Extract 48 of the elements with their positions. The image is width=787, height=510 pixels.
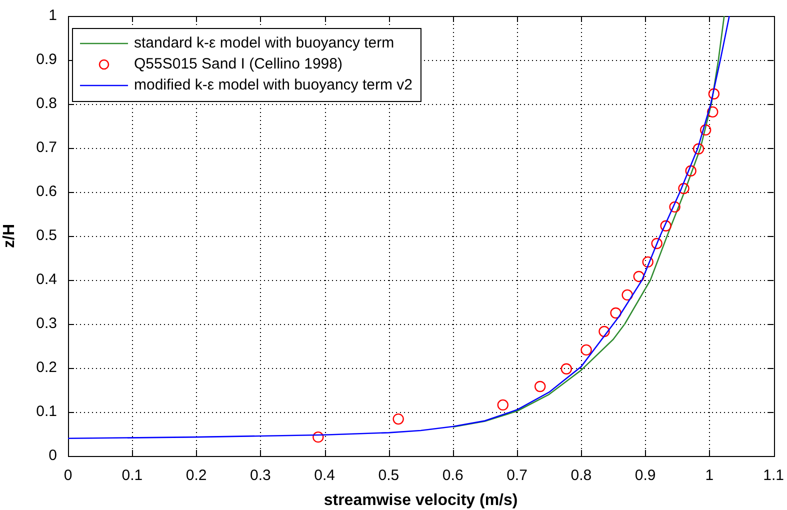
y-axis-title: z/H (1, 224, 18, 248)
point (497, 399, 508, 411)
x-tick-label: 0.1 (122, 467, 143, 484)
point (580, 344, 592, 356)
point (560, 363, 572, 374)
point (534, 380, 546, 392)
x-tick-label: 0.8 (570, 467, 592, 484)
y-tick-label: 0.8 (36, 95, 57, 112)
point (669, 201, 680, 213)
x-tick-label: 0.5 (378, 467, 400, 484)
x-tick-label: 0 (64, 467, 72, 484)
x-tick-label: 0.3 (250, 467, 271, 484)
y-tick-label: 0.4 (36, 271, 57, 288)
legend-label: standard k-ε model with buoyancy term (134, 34, 394, 52)
y-tick-label: 0.5 (36, 227, 57, 244)
x-tick-label: 0.4 (314, 467, 335, 484)
point (685, 165, 696, 176)
point (622, 289, 633, 301)
y-tick-label: 0.9 (36, 51, 57, 68)
x-tick-label: 1.1 (763, 467, 784, 484)
x-tick-label: 0.6 (442, 467, 464, 484)
x-tick-label: 1 (705, 467, 714, 484)
legend-label: modified k-ε model with buoyancy term v2 (134, 76, 412, 94)
y-tick-label: 1 (48, 7, 57, 24)
point (392, 413, 404, 425)
point (633, 270, 644, 282)
y-tick-label: 0 (48, 447, 57, 464)
point (660, 220, 672, 232)
point (312, 431, 324, 443)
point (692, 143, 704, 154)
point (707, 106, 718, 118)
x-axis-title: streamwise velocity (m/s) (324, 492, 518, 509)
y-tick-label: 0.2 (36, 359, 57, 376)
x-tick-label: 0.7 (506, 467, 528, 484)
x-tick-label: 0.9 (634, 467, 656, 484)
point (642, 256, 654, 268)
x-tick-label: 0.2 (186, 467, 207, 484)
point (678, 182, 690, 194)
point (700, 124, 712, 136)
point (610, 307, 622, 319)
y-tick-label: 0.6 (36, 183, 57, 200)
legend-label: Q55S015 Sand I (Cellino 1998) (134, 56, 342, 73)
y-tick-label: 0.3 (36, 315, 57, 332)
point (651, 238, 662, 250)
y-tick-label: 0.7 (36, 139, 57, 156)
point (598, 326, 610, 338)
point (708, 88, 720, 100)
y-tick-label: 0.1 (36, 403, 57, 420)
